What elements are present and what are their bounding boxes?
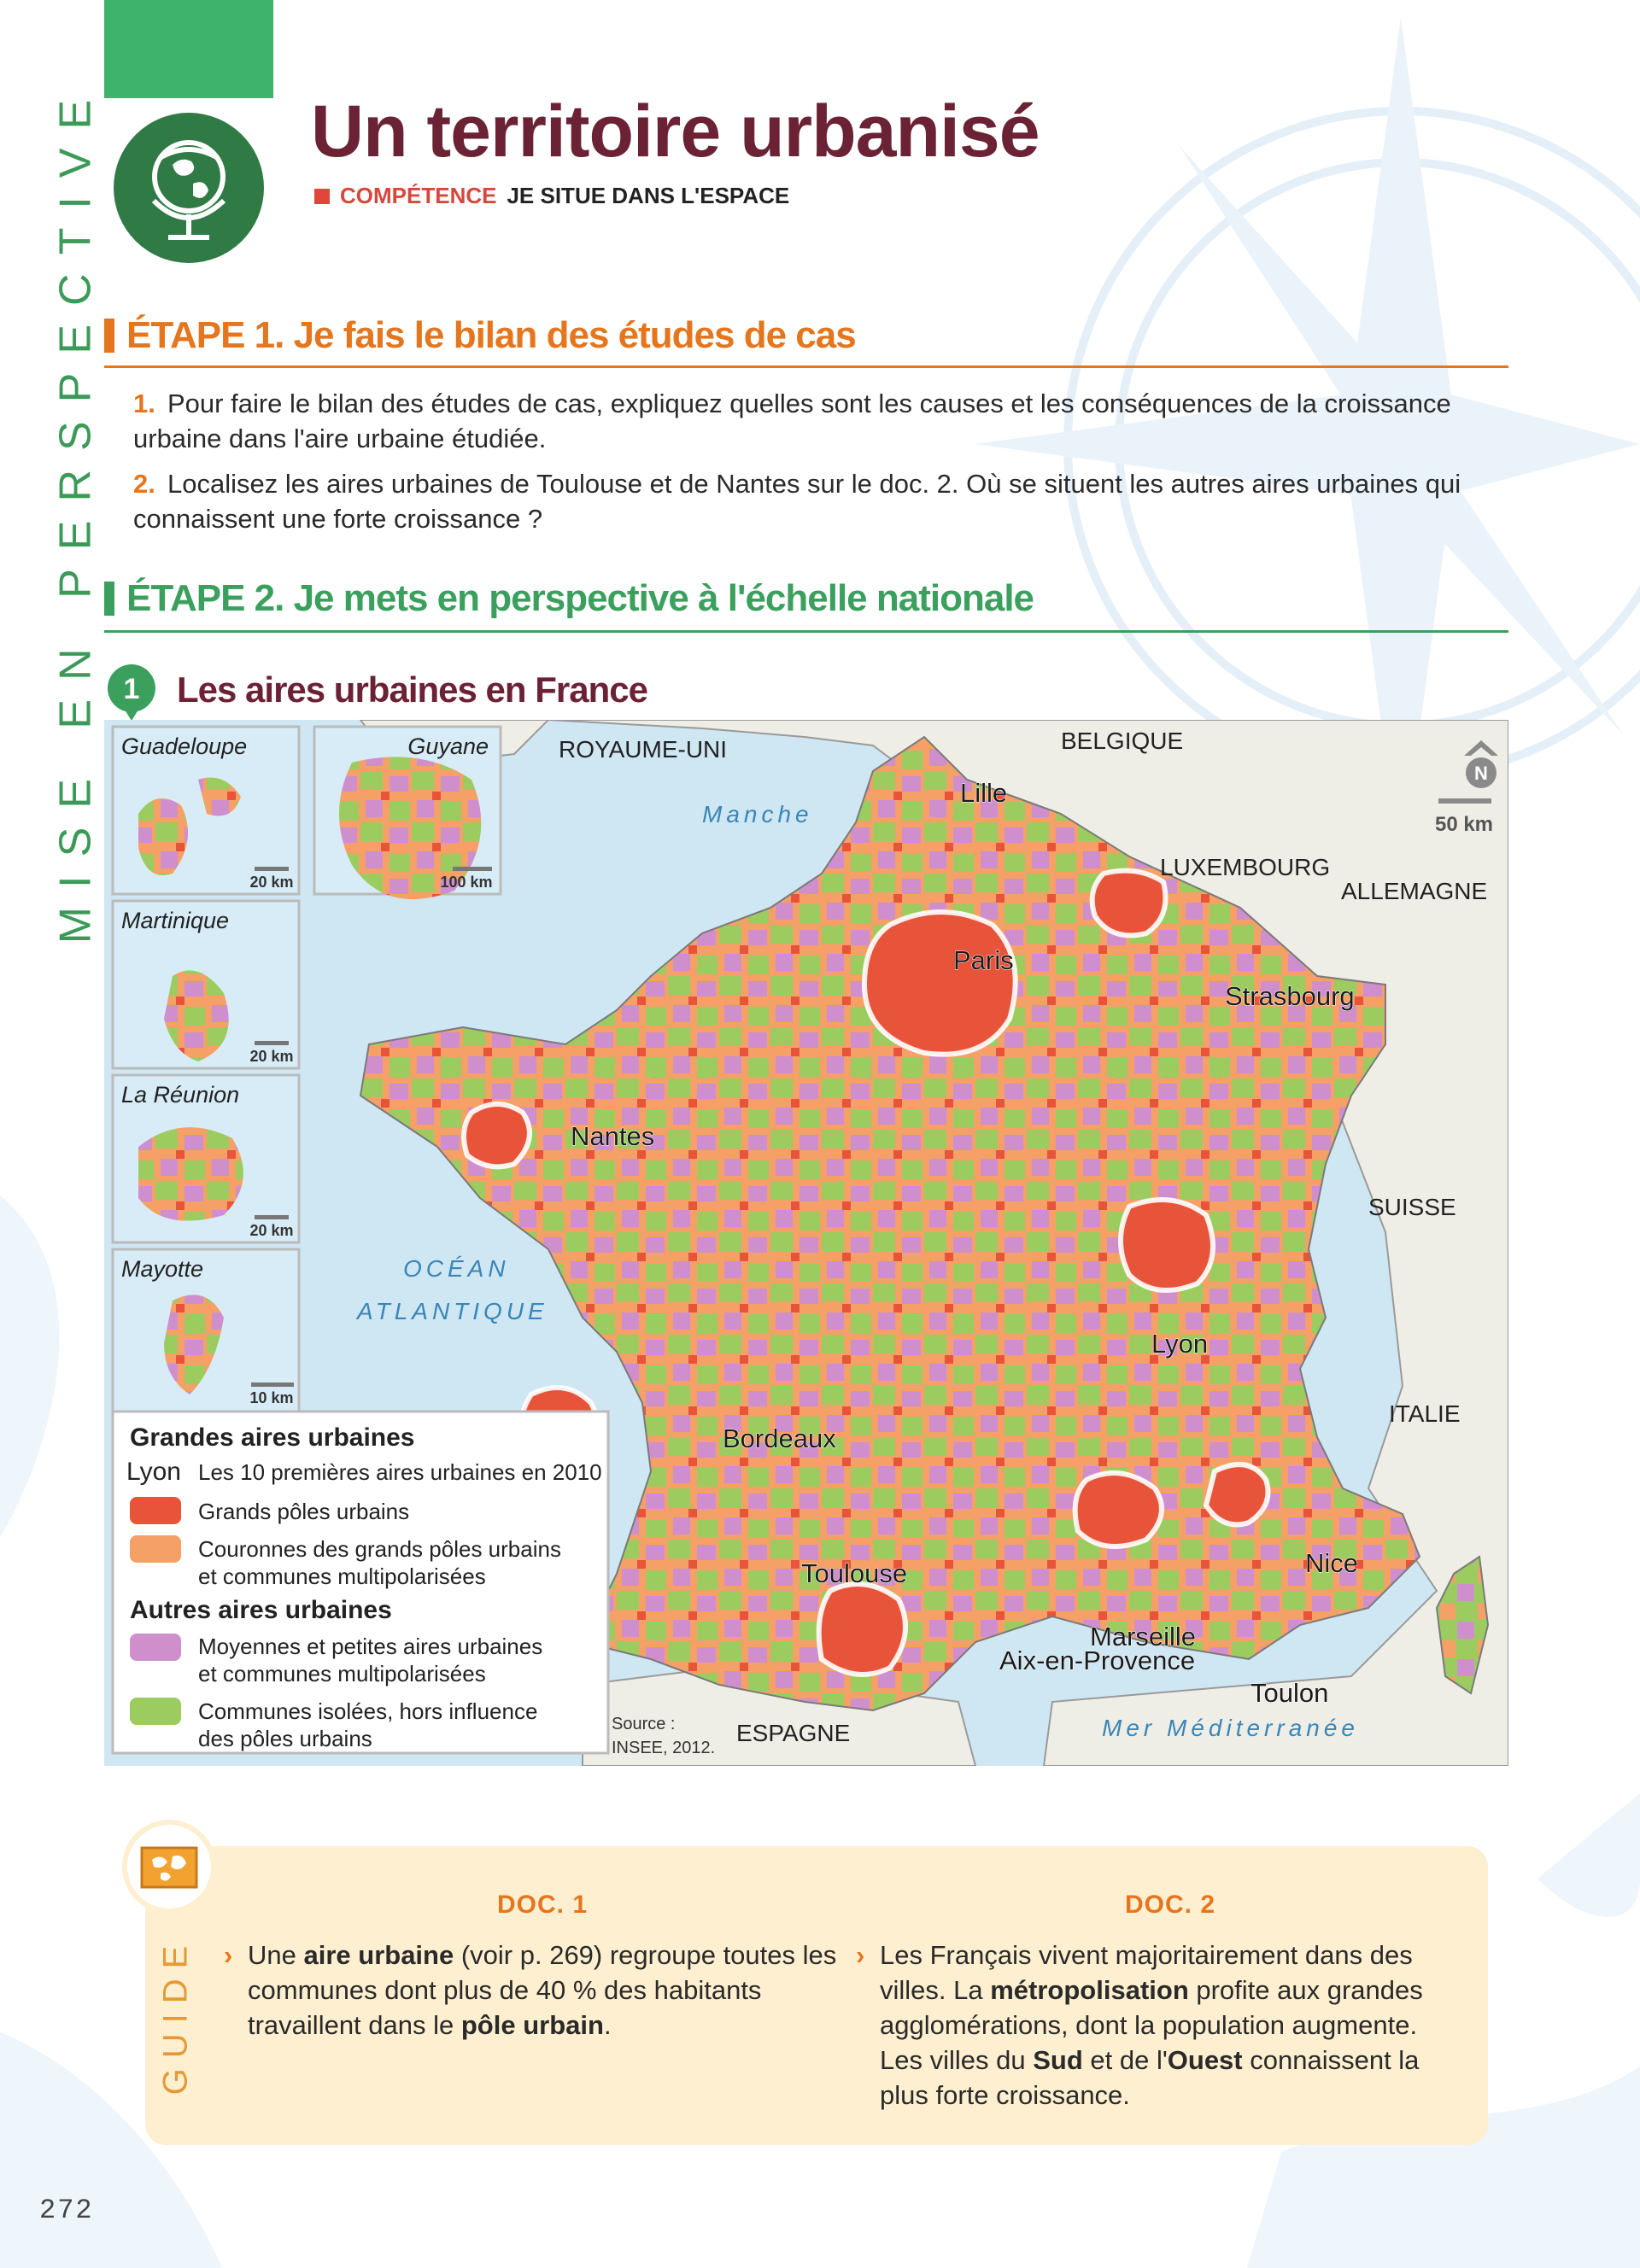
sea-ocean: OCÉAN xyxy=(403,1255,510,1282)
legend-title-2: Autres aires urbaines xyxy=(130,1596,392,1624)
inset-label-reunion: La Réunion xyxy=(121,1082,239,1108)
legend-title: Grandes aires urbaines xyxy=(130,1423,415,1452)
etape1-heading-text: ÉTAPE 1. Je fais le bilan des études de … xyxy=(126,314,857,356)
legend-item-2-line2: et communes multipolarisées xyxy=(198,1564,486,1589)
inset-label-guadeloupe: Guadeloupe xyxy=(121,734,247,759)
city-marseille: Marseille xyxy=(1090,1622,1196,1651)
etape2-heading-text: ÉTAPE 2. Je mets en perspective à l'éche… xyxy=(126,577,1034,619)
north-label: N xyxy=(1474,763,1488,784)
chevron-right-icon: › xyxy=(224,1940,233,1970)
legend-item-3-line2: et communes multipolarisées xyxy=(198,1661,486,1686)
map-france-mainland xyxy=(359,735,1421,1712)
question-2-number: 2. xyxy=(133,469,155,499)
city-toulouse: Toulouse xyxy=(801,1558,907,1588)
city-paris: Paris xyxy=(953,945,1014,975)
france-urban-areas-map: Grandes aires urbaines Lyon Les 10 premi… xyxy=(104,720,1508,1766)
side-label-text: MISE EN PERSPECTIVE xyxy=(53,81,101,944)
legend-sample-text: Les 10 premières aires urbaines en 2010 xyxy=(198,1459,602,1485)
guide-doc1-text: › Une aire urbaine (voir p. 269) regroupe… xyxy=(224,1938,837,2043)
guide-doc2-text: › Les Français vivent majoritairement dan… xyxy=(856,1938,1461,2113)
inset-scale-reunion: 20 km xyxy=(249,1222,293,1239)
inset-label-guyane: Guyane xyxy=(407,734,489,759)
guide-doc2-heading: DOC. 2 xyxy=(1124,1891,1216,1919)
guide-doc2: DOC. 2 › Les Français vivent majoritairem… xyxy=(856,1887,1461,2113)
city-strasbourg: Strasbourg xyxy=(1225,981,1355,1011)
country-suisse: SUISSE xyxy=(1368,1194,1456,1220)
inset-scale-guadeloupe: 20 km xyxy=(249,874,293,891)
etape2-rule xyxy=(104,630,1508,633)
etape1-bar xyxy=(104,319,114,353)
map-guide-icon xyxy=(122,1820,216,1914)
country-luxembourg: LUXEMBOURG xyxy=(1160,854,1330,880)
inset-label-martinique: Martinique xyxy=(121,908,229,933)
map-corsica xyxy=(1435,1555,1490,1695)
legend-item-4-line1: Communes isolées, hors influence xyxy=(198,1698,537,1724)
source-line2: INSEE, 2012. xyxy=(612,1739,715,1757)
country-royaume-uni: ROYAUME-UNI xyxy=(559,736,727,763)
etape2-bar xyxy=(104,582,114,616)
etape2-heading: ÉTAPE 2. Je mets en perspective à l'éche… xyxy=(104,577,1034,620)
question-1-text: Pour faire le bilan des études de cas, e… xyxy=(133,389,1451,453)
doc1-number-badge: 1 xyxy=(107,664,155,721)
doc1-title: Les aires urbaines en France xyxy=(177,669,648,710)
inset-scale-guyane: 100 km xyxy=(440,874,492,891)
competence-square xyxy=(314,188,330,204)
question-2: 2. Localisez les aires urbaines de Toulou… xyxy=(133,466,1491,536)
city-nice: Nice xyxy=(1305,1548,1358,1578)
country-belgique: BELGIQUE xyxy=(1061,728,1183,754)
sea-manche: Manche xyxy=(702,801,813,827)
country-allemagne: ALLEMAGNE xyxy=(1341,878,1487,904)
city-lille: Lille xyxy=(960,778,1007,808)
doc1-number: 1 xyxy=(124,673,140,705)
globe-badge xyxy=(104,98,273,275)
guide-side-label: GUIDE xyxy=(157,1936,195,2096)
side-label-mise-en-perspective: MISE EN PERSPECTIVE xyxy=(53,81,101,944)
inset-label-mayotte: Mayotte xyxy=(121,1256,203,1282)
country-italie: ITALIE xyxy=(1389,1400,1461,1427)
inset-scale-mayotte: 10 km xyxy=(249,1389,293,1406)
guide-box xyxy=(145,1846,1488,2145)
legend-item-3-line1: Moyennes et petites aires urbaines xyxy=(198,1634,542,1659)
city-bordeaux: Bordeaux xyxy=(723,1423,836,1453)
sea-atlantique: ATLANTIQUE xyxy=(355,1298,548,1324)
guide-doc1: DOC. 1 › Une aire urbaine (voir p. 269) r… xyxy=(224,1887,837,2043)
competence-text: JE SITUE DANS L'ESPACE xyxy=(507,183,790,208)
legend-item-1: Grands pôles urbains xyxy=(198,1499,409,1524)
city-nantes: Nantes xyxy=(571,1121,654,1151)
header-green-tab xyxy=(104,0,273,102)
question-1-number: 1. xyxy=(133,389,155,418)
legend-sample-city: Lyon xyxy=(126,1458,181,1486)
legend-item-2-line1: Couronnes des grands pôles urbains xyxy=(198,1536,561,1562)
country-espagne: ESPAGNE xyxy=(736,1720,850,1746)
guide-doc1-heading: DOC. 1 xyxy=(496,1891,589,1919)
competence-label: COMPÉTENCE xyxy=(340,183,497,208)
map-legend-box xyxy=(111,1410,610,1755)
guide-side-text: GUIDE xyxy=(157,1936,195,2096)
inset-scale-martinique: 20 km xyxy=(249,1048,293,1065)
chevron-right-icon: › xyxy=(856,1940,865,1970)
competence-line: COMPÉTENCE JE SITUE DANS L'ESPACE xyxy=(314,183,789,209)
source-line1: Source : xyxy=(612,1715,675,1733)
legend-item-4-line2: des pôles urbains xyxy=(198,1726,372,1751)
globe-icon xyxy=(151,140,226,240)
city-aix: Aix-en-Provence xyxy=(999,1645,1195,1675)
question-1: 1. Pour faire le bilan des études de cas,… xyxy=(133,386,1491,456)
sea-mediterranee: Mer Méditerranée xyxy=(1102,1715,1359,1741)
etape1-heading: ÉTAPE 1. Je fais le bilan des études de … xyxy=(104,314,857,357)
question-2-text: Localisez les aires urbaines de Toulouse… xyxy=(133,469,1461,534)
etape1-rule xyxy=(104,365,1508,368)
page-title: Un territoire urbanisé xyxy=(311,91,1040,172)
city-toulon: Toulon xyxy=(1250,1678,1328,1708)
map-scale: 50 km xyxy=(1435,813,1493,836)
city-lyon: Lyon xyxy=(1151,1329,1208,1359)
north-arrow-icon: N xyxy=(1464,740,1498,788)
page-number: 272 xyxy=(39,2195,94,2226)
